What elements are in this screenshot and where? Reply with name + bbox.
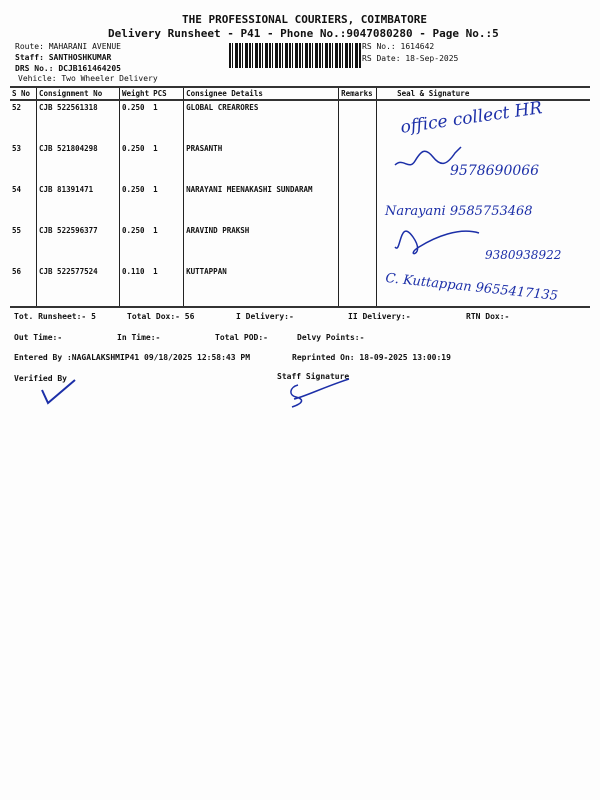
cell-seal bbox=[376, 183, 590, 224]
col-remarks: Remarks bbox=[338, 86, 377, 101]
cell-sno: 55 bbox=[12, 226, 22, 235]
handwriting-row-55: 9380938922 bbox=[485, 248, 562, 262]
table-row: 53 CJB 521804298 0.250 1 PRASANTH bbox=[10, 142, 590, 183]
cell-remarks bbox=[338, 142, 377, 183]
signature-row-53 bbox=[394, 146, 462, 166]
entered-by: Entered By :NAGALAKSHMIP41 09/18/2025 12… bbox=[14, 353, 251, 362]
signature-marks bbox=[394, 146, 480, 255]
cell-consignment-no: CJB 81391471 bbox=[36, 183, 120, 224]
verified-by-label: Verified By bbox=[14, 374, 67, 383]
cell-consignment-no: CJB 522561318 bbox=[36, 100, 120, 142]
route: Route: MAHARANI AVENUE bbox=[15, 42, 121, 51]
staff-signature bbox=[290, 378, 350, 408]
out-time: Out Time:- bbox=[14, 333, 63, 342]
col-sno: S No bbox=[10, 86, 37, 101]
handwriting-row-54: Narayani 9585753468 bbox=[385, 204, 533, 219]
consignment-table: S No Consignment No Weight PCS Consignee… bbox=[10, 86, 590, 308]
runsheet-subtitle: Delivery Runsheet - P41 - Phone No.:9047… bbox=[108, 27, 499, 40]
table-row: 56 CJB 522577524 0.110 1 KUTTAPPAN bbox=[10, 265, 590, 308]
cell-remarks bbox=[338, 100, 377, 142]
cell-sno: 52 bbox=[12, 103, 22, 112]
cell-weight: 0.110 bbox=[119, 265, 152, 308]
cell-sno: 54 bbox=[12, 185, 22, 194]
col-seal: Seal & Signature bbox=[376, 86, 590, 101]
total-pod: Total POD:- bbox=[215, 333, 268, 342]
company-title: THE PROFESSIONAL COURIERS, COIMBATORE bbox=[182, 13, 428, 26]
drs-number: DRS No.: DCJB161464205 bbox=[15, 64, 121, 73]
cell-sno: 53 bbox=[12, 144, 22, 153]
cell-consignee: GLOBAL CREARORES bbox=[183, 100, 339, 142]
cell-seal bbox=[376, 100, 590, 142]
cell-remarks bbox=[338, 265, 377, 308]
cell-consignee: PRASANTH bbox=[183, 142, 339, 183]
table-row: 52 CJB 522561318 0.250 1 GLOBAL CREARORES bbox=[10, 100, 590, 142]
staff: Staff: SANTHOSHKUMAR bbox=[15, 53, 112, 62]
cell-consignee: KUTTAPPAN bbox=[183, 265, 339, 308]
handwriting-row-53: 9578690066 bbox=[450, 163, 540, 179]
cell-pcs: 1 bbox=[151, 265, 184, 308]
cell-remarks bbox=[338, 224, 377, 265]
cell-remarks bbox=[338, 183, 377, 224]
cell-consignee: ARAVIND PRAKSH bbox=[183, 224, 339, 265]
reprinted-on: Reprinted On: 18-09-2025 13:00:19 bbox=[292, 353, 451, 362]
cell-consignment-no: CJB 522596377 bbox=[36, 224, 120, 265]
col-consignee: Consignee Details bbox=[183, 86, 339, 101]
cell-seal bbox=[376, 142, 590, 183]
cell-consignment-no: CJB 522577524 bbox=[36, 265, 120, 308]
vehicle: Vehicle: Two Wheeler Delivery bbox=[18, 74, 158, 83]
cell-pcs: 1 bbox=[153, 103, 158, 112]
col-weight: Weight bbox=[119, 86, 152, 101]
ii-delivery: II Delivery:- bbox=[348, 312, 411, 321]
cell-consignment-no: CJB 521804298 bbox=[36, 142, 120, 183]
staff-signature-label: Staff Signature bbox=[277, 372, 350, 381]
in-time: In Time:- bbox=[117, 333, 161, 342]
verified-signature bbox=[41, 379, 76, 405]
cell-weight: 0.250 bbox=[119, 183, 152, 224]
i-delivery: I Delivery:- bbox=[236, 312, 294, 321]
cell-pcs: 1 bbox=[153, 226, 158, 235]
cell-pcs: 1 bbox=[153, 144, 158, 153]
rs-date: RS Date: 18-Sep-2025 bbox=[362, 54, 459, 63]
total-dox: Total Dox:- 56 bbox=[127, 312, 195, 321]
cell-weight: 0.250 bbox=[119, 142, 152, 183]
tot-runsheet: Tot. Runsheet:- 5 bbox=[14, 312, 96, 321]
cell-sno: 56 bbox=[10, 265, 37, 308]
cell-seal bbox=[376, 265, 590, 308]
col-pcs: PCS bbox=[151, 86, 184, 101]
delvy-points: Delvy Points:- bbox=[297, 333, 365, 342]
cell-consignee: NARAYANI MEENAKASHI SUNDARAM bbox=[183, 183, 339, 224]
cell-weight: 0.250 bbox=[119, 100, 152, 142]
rs-number: RS No.: 1614642 bbox=[362, 42, 435, 51]
table-row: 55 CJB 522596377 0.250 1 ARAVIND PRAKSH bbox=[10, 224, 590, 265]
cell-pcs: 1 bbox=[153, 185, 158, 194]
rtn-dox: RTN Dox:- bbox=[466, 312, 510, 321]
col-consignment: Consignment No bbox=[36, 86, 120, 101]
barcode bbox=[229, 43, 361, 68]
cell-seal bbox=[376, 224, 590, 265]
signature-row-55 bbox=[394, 230, 480, 255]
cell-weight: 0.250 bbox=[119, 224, 152, 265]
table-row: 54 CJB 81391471 0.250 1 NARAYANI MEENAKASHI … bbox=[10, 183, 590, 224]
